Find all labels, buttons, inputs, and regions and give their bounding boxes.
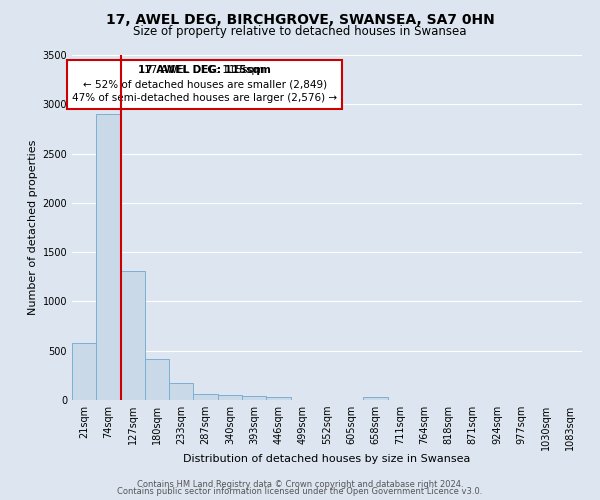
Text: 17, AWEL DEG, BIRCHGROVE, SWANSEA, SA7 0HN: 17, AWEL DEG, BIRCHGROVE, SWANSEA, SA7 0… [106, 12, 494, 26]
Bar [266, 397, 290, 400]
Bar [96, 114, 121, 400]
Bar [364, 397, 388, 400]
Bar [242, 396, 266, 400]
Text: Contains HM Land Registry data © Crown copyright and database right 2024.: Contains HM Land Registry data © Crown c… [137, 480, 463, 489]
Bar [121, 271, 145, 400]
Text: 17 AWEL DEG: 115sqm: 17 AWEL DEG: 115sqm [138, 66, 271, 104]
Text: Size of property relative to detached houses in Swansea: Size of property relative to detached ho… [133, 25, 467, 38]
Bar [218, 395, 242, 400]
Y-axis label: Number of detached properties: Number of detached properties [28, 140, 38, 315]
Bar [145, 358, 169, 400]
X-axis label: Distribution of detached houses by size in Swansea: Distribution of detached houses by size … [184, 454, 470, 464]
Bar [169, 383, 193, 400]
Bar [72, 343, 96, 400]
Text: Contains public sector information licensed under the Open Government Licence v3: Contains public sector information licen… [118, 488, 482, 496]
Text: 17 AWEL DEG: 115sqm
← 52% of detached houses are smaller (2,849)
47% of semi-det: 17 AWEL DEG: 115sqm ← 52% of detached ho… [72, 66, 337, 104]
Bar [193, 394, 218, 400]
